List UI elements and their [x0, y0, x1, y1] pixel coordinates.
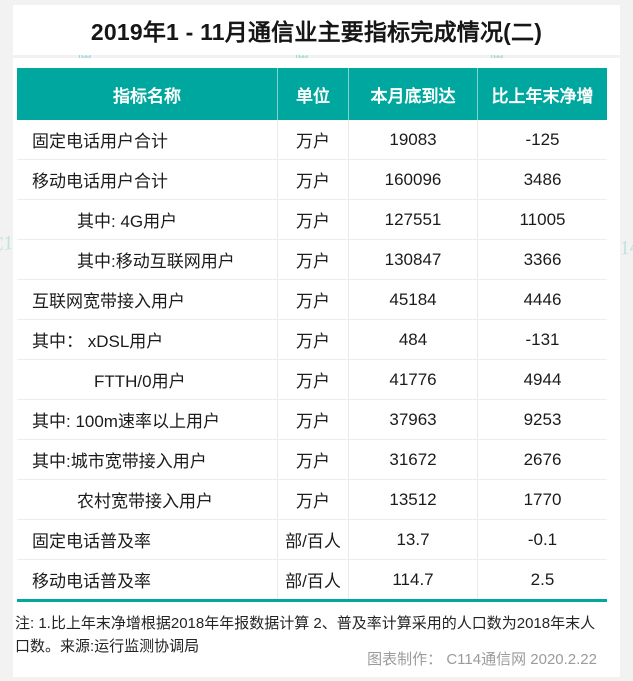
- cell-net-increase: 4446: [477, 280, 607, 319]
- cell-unit: 万户: [277, 280, 348, 319]
- footnote: 注: 1.比上年末净增根据2018年年报数据计算 2、普及率计算采用的人口数为2…: [15, 612, 615, 658]
- cell-unit: 万户: [277, 320, 348, 359]
- cell-unit: 万户: [277, 360, 348, 399]
- cell-unit: 万户: [277, 240, 348, 279]
- indicators-table: 指标名称 单位 本月底到达 比上年末净增 固定电话用户合计 万户 19083 -…: [17, 68, 607, 602]
- cell-month-end: 19083: [348, 120, 477, 159]
- table-row: 固定电话用户合计 万户 19083 -125: [17, 120, 607, 160]
- cell-month-end: 114.7: [348, 560, 477, 599]
- cell-month-end: 484: [348, 320, 477, 359]
- title-card: 2019年1 - 11月通信业主要指标完成情况(二): [13, 5, 620, 55]
- table-row: 其中： xDSL用户 万户 484 -131: [17, 320, 607, 360]
- cell-net-increase: 2676: [477, 440, 607, 479]
- table-row: 移动电话用户合计 万户 160096 3486: [17, 160, 607, 200]
- cell-net-increase: 2.5: [477, 560, 607, 599]
- table-row: 其中:城市宽带接入用户 万户 31672 2676: [17, 440, 607, 480]
- cell-unit: 万户: [277, 200, 348, 239]
- cell-net-increase: 1770: [477, 480, 607, 519]
- cell-unit: 万户: [277, 440, 348, 479]
- table-row: 其中: 100m速率以上用户 万户 37963 9253: [17, 400, 607, 440]
- page-title: 2019年1 - 11月通信业主要指标完成情况(二): [90, 19, 543, 45]
- cell-indicator: 其中： xDSL用户: [32, 332, 164, 351]
- cell-unit: 万户: [277, 120, 348, 159]
- table-row: 移动电话普及率 部/百人 114.7 2.5: [17, 560, 607, 599]
- column-header-month-end: 本月底到达: [348, 68, 477, 120]
- cell-indicator: 农村宽带接入用户: [77, 492, 213, 511]
- cell-indicator: FTTH/0用户: [94, 372, 186, 391]
- cell-unit: 部/百人: [277, 520, 348, 559]
- table-row: 其中: 4G用户 万户 127551 11005: [17, 200, 607, 240]
- cell-indicator: 固定电话用户合计: [32, 132, 168, 151]
- credit-line: 图表制作： C114通信网 2020.2.22: [367, 651, 597, 668]
- cell-month-end: 31672: [348, 440, 477, 479]
- cell-unit: 万户: [277, 400, 348, 439]
- footnote-line: 注: 1.比上年末净增根据2018年年报数据计算 2、普及率计算采用的人口数为2…: [15, 615, 596, 632]
- cell-indicator: 移动电话普及率: [32, 572, 151, 591]
- cell-net-increase: -131: [477, 320, 607, 359]
- cell-net-increase: 4944: [477, 360, 607, 399]
- cell-unit: 万户: [277, 160, 348, 199]
- table-row: 其中:移动互联网用户 万户 130847 3366: [17, 240, 607, 280]
- cell-month-end: 41776: [348, 360, 477, 399]
- cell-month-end: 45184: [348, 280, 477, 319]
- cell-month-end: 160096: [348, 160, 477, 199]
- cell-net-increase: 3366: [477, 240, 607, 279]
- column-header-unit: 单位: [277, 68, 348, 120]
- cell-month-end: 13512: [348, 480, 477, 519]
- cell-month-end: 37963: [348, 400, 477, 439]
- cell-unit: 部/百人: [277, 560, 348, 599]
- cell-indicator: 其中: 4G用户: [77, 212, 178, 231]
- cell-indicator: 互联网宽带接入用户: [32, 292, 185, 311]
- cell-net-increase: 11005: [477, 200, 607, 239]
- column-header-indicator: 指标名称: [113, 86, 181, 106]
- cell-month-end: 13.7: [348, 520, 477, 559]
- cell-unit: 万户: [277, 480, 348, 519]
- cell-net-increase: -0.1: [477, 520, 607, 559]
- cell-net-increase: -125: [477, 120, 607, 159]
- table-panel: 指标名称 单位 本月底到达 比上年末净增 固定电话用户合计 万户 19083 -…: [13, 58, 620, 677]
- cell-net-increase: 3486: [477, 160, 607, 199]
- cell-net-increase: 9253: [477, 400, 607, 439]
- cell-indicator: 其中: 100m速率以上用户: [32, 412, 220, 431]
- cell-indicator: 其中:移动互联网用户: [77, 252, 235, 271]
- table-header-row: 指标名称 单位 本月底到达 比上年末净增: [17, 68, 607, 120]
- cell-indicator: 其中:城市宽带接入用户: [32, 452, 207, 471]
- cell-indicator: 移动电话用户合计: [32, 172, 168, 191]
- cell-indicator: 固定电话普及率: [32, 532, 151, 551]
- table-row: 互联网宽带接入用户 万户 45184 4446: [17, 280, 607, 320]
- table-row: FTTH/0用户 万户 41776 4944: [17, 360, 607, 400]
- cell-month-end: 130847: [348, 240, 477, 279]
- footnote-line: 口数。来源:运行监测协调局: [15, 638, 200, 655]
- table-row: 固定电话普及率 部/百人 13.7 -0.1: [17, 520, 607, 560]
- table-row: 农村宽带接入用户 万户 13512 1770: [17, 480, 607, 520]
- column-header-net-increase: 比上年末净增: [477, 68, 607, 120]
- cell-month-end: 127551: [348, 200, 477, 239]
